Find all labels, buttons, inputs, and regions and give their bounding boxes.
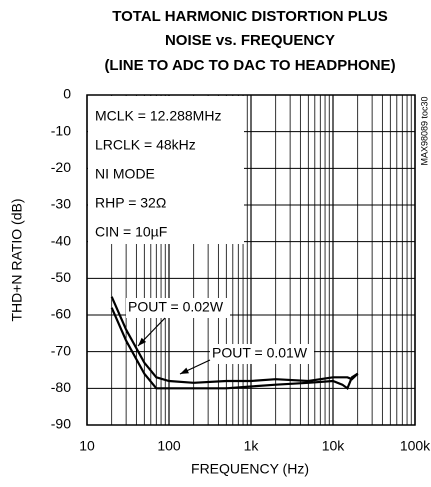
label-bg	[210, 344, 314, 364]
y-tick-label: -50	[51, 269, 71, 285]
series-line	[110, 296, 359, 384]
y-tick-label: -30	[51, 196, 71, 212]
y-tick-label: -90	[51, 416, 71, 432]
y-tick-label: -70	[51, 342, 71, 358]
x-tick-label: 10	[79, 438, 95, 454]
annotation-box	[88, 96, 244, 244]
figure-id: MAX98089 toc30	[419, 96, 429, 165]
plot-frame	[86, 94, 416, 426]
x-axis-label: FREQUENCY (Hz)	[191, 461, 309, 477]
annotation: MCLK = 12.288MHz	[95, 108, 221, 124]
note-bg	[419, 97, 430, 167]
y-tick-label: -20	[51, 159, 71, 175]
series-line	[110, 307, 359, 391]
y-tick-label: -10	[51, 122, 71, 138]
annotation: CIN = 10µF	[95, 224, 167, 240]
x-tick-label: 10k	[322, 438, 346, 454]
chart-title: TOTAL HARMONIC DISTORTION PLUS	[112, 8, 388, 25]
y-tick-label: -80	[51, 379, 71, 395]
series-label: POUT = 0.01W	[212, 345, 308, 361]
y-tick-label: 0	[63, 86, 71, 102]
chart-title: NOISE vs. FREQUENCY	[165, 32, 335, 49]
annotation: NI MODE	[95, 166, 155, 182]
x-tick-label: 100k	[400, 438, 431, 454]
y-tick-label: -40	[51, 232, 71, 248]
series-label: POUT = 0.02W	[128, 299, 224, 315]
y-axis-label: THD+N RATIO (dB)	[9, 198, 25, 321]
arrow-head	[180, 367, 189, 374]
x-tick-label: 100	[157, 438, 181, 454]
chart-title: (LINE TO ADC TO DAC TO HEADPHONE)	[104, 57, 395, 74]
arrow-head	[138, 337, 147, 346]
label-bg	[126, 298, 230, 318]
annotation: LRCLK = 48kHz	[95, 137, 196, 153]
y-tick-label: -60	[51, 306, 71, 322]
x-tick-label: 1k	[244, 438, 260, 454]
annotation: RHP = 32Ω	[95, 195, 166, 211]
